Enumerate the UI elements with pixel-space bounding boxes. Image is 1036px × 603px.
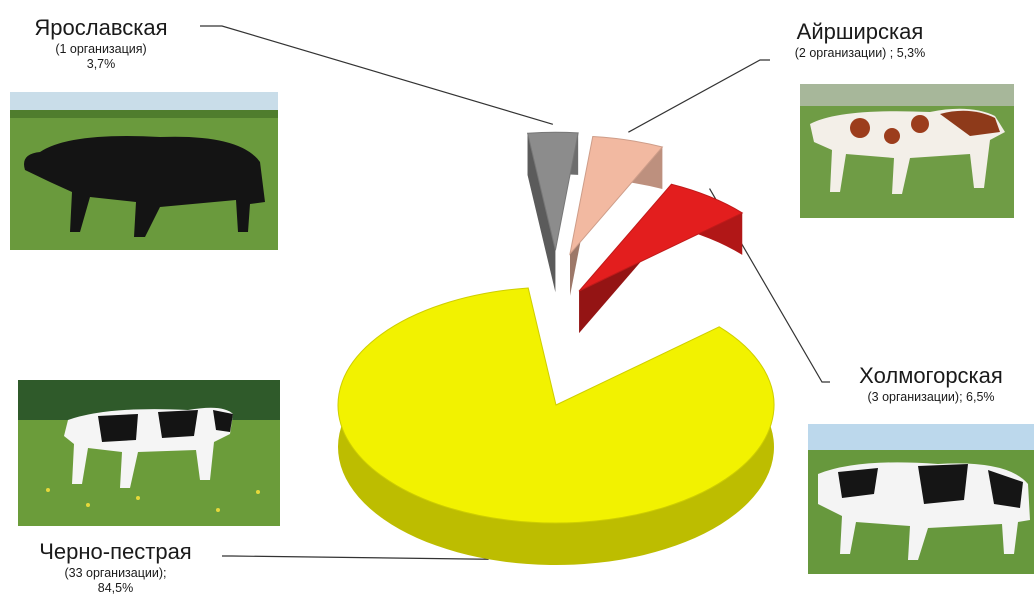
black-cow-photo <box>10 92 278 250</box>
pie-slice-wall <box>527 133 556 293</box>
leader-lines <box>200 25 830 560</box>
label-cherno-pestraya: Черно-пестрая (33 организации); 84,5% <box>8 538 223 597</box>
label-name: Черно-пестрая <box>39 539 192 564</box>
label-name: Ярославская <box>34 15 168 40</box>
label-name: Айрширская <box>796 19 924 44</box>
black-white-cow-photo <box>18 380 280 526</box>
leader-line-2 <box>628 59 770 133</box>
pie-slice-3 <box>578 183 744 292</box>
label-ayrshirskaya: Айрширская (2 организации) ; 5,3% <box>750 18 970 61</box>
label-detail: (1 организация) <box>55 41 147 56</box>
label-detail: (2 организации) ; 5,3% <box>794 45 926 60</box>
leader-line-1 <box>200 25 554 125</box>
leader-line-3 <box>709 188 830 383</box>
label-percent: 3,7% <box>86 57 116 72</box>
label-yaroslavskaya: Ярославская (1 организация) 3,7% <box>6 14 196 73</box>
label-name: Холмогорская <box>859 363 1003 388</box>
pie-slice-2 <box>569 136 664 256</box>
pie-slice-1 <box>526 131 579 251</box>
leader-line-4 <box>222 555 489 560</box>
label-detail: (33 организации); <box>64 565 167 580</box>
pie-slices <box>337 131 775 566</box>
black-white-cow-photo <box>808 424 1034 574</box>
label-percent: 84,5% <box>97 581 134 596</box>
pie-slice-4 <box>337 287 775 524</box>
label-detail: (3 организации); 6,5% <box>867 389 995 404</box>
label-kholmogorskaya: Холмогорская (3 организации); 6,5% <box>826 362 1036 405</box>
red-white-cow-photo <box>800 84 1014 218</box>
